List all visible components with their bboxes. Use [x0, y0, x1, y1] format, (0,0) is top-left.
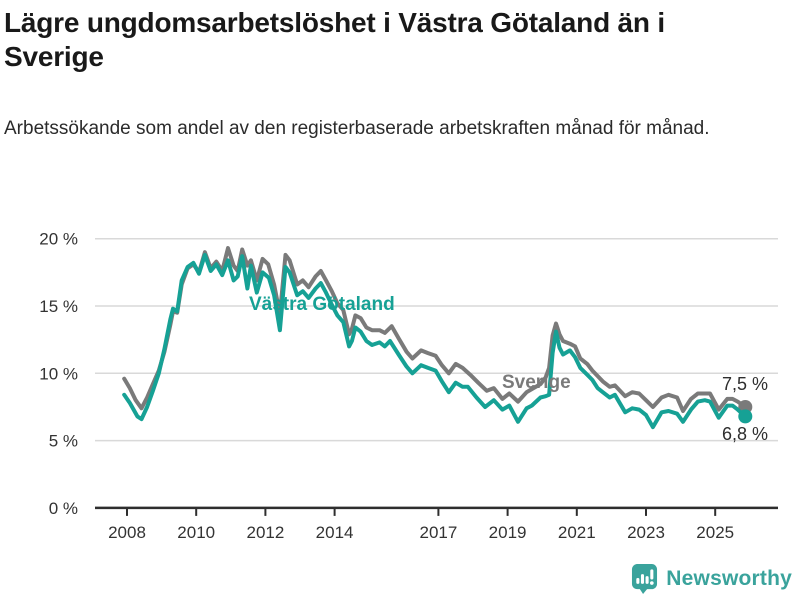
series-label-sverige: Sverige [502, 372, 571, 393]
y-tick-label: 15 % [39, 297, 78, 316]
bar-chart-speech-bubble-icon [632, 564, 658, 594]
series-label-vastra-gotaland: Västra Götaland [249, 294, 395, 315]
y-tick-label: 10 % [39, 364, 78, 383]
x-tick-label: 2008 [108, 523, 146, 542]
x-tick-label: 2019 [489, 523, 527, 542]
y-tick-label: 20 % [39, 230, 78, 249]
x-tick-label: 2025 [696, 523, 734, 542]
end-value-label-sverige: 7,5 % [722, 374, 768, 394]
end-dot-v-stra-g-taland [738, 409, 753, 424]
plot-layer: 2008 2010 2012 2014 2017 2019 2021 2023 2025 0 % 5… [39, 230, 778, 542]
x-tick-label: 2023 [627, 523, 665, 542]
x-tick-label: 2010 [177, 523, 215, 542]
x-tick-label: 2014 [316, 523, 354, 542]
y-tick-label: 5 % [49, 432, 78, 451]
newsworthy-logo[interactable]: Newsworthy [631, 563, 792, 595]
series-line-sverige [122, 246, 748, 413]
end-value-label-vastra-gotaland: 6,8 % [722, 424, 768, 444]
newsworthy-wordmark: Newsworthy [666, 567, 792, 590]
series-line-v-stra-g-taland [122, 252, 748, 430]
x-tick-label: 2012 [246, 523, 284, 542]
y-tick-label: 0 % [49, 499, 78, 518]
page-title: Lägre ungdomsarbetslöshet i Västra Götal… [4, 7, 665, 73]
x-tick-label: 2017 [419, 523, 457, 542]
page-subtitle: Arbetssökande som andel av den registerb… [4, 118, 710, 139]
x-tick-label: 2021 [558, 523, 596, 542]
